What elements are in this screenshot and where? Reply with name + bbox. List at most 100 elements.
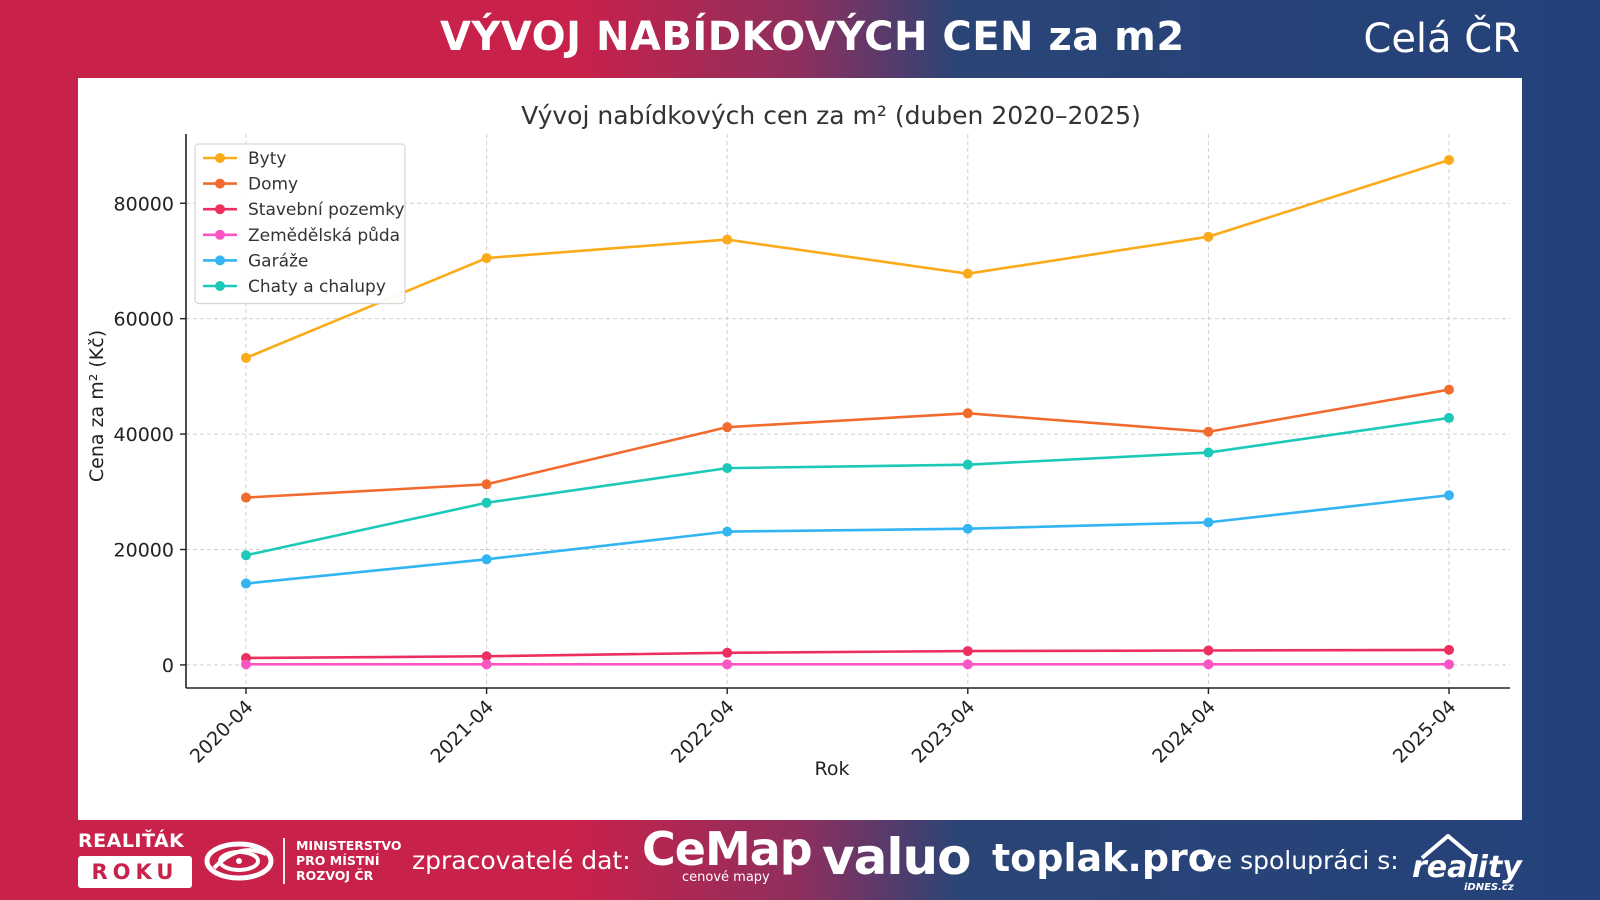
award-badge-title: REALIŤÁK [78,830,185,852]
data-point [962,523,973,534]
region-label: Celá ČR [1363,16,1520,62]
x-tick-label: 2025-04 [1389,696,1461,768]
data-point [722,526,733,537]
footer: REALIŤÁK ROKU MINISTERSTVO PRO MÍSTNÍ RO… [0,822,1600,900]
data-point [962,659,973,670]
ministry-line-1: MINISTERSTVO [296,838,402,853]
data-point [481,253,492,264]
data-processors-label: zpracovatelé dat: [412,846,631,875]
series-zem-d-lsk-p-da [241,659,1454,670]
legend-label: Zemědělská půda [248,226,400,246]
series-chaty-a-chalupy [241,412,1454,561]
cemap-logo-subtitle: cenové mapy [682,870,770,885]
legend-entry: Stavební pozemky [203,200,405,220]
legend-swatch-marker [215,255,225,266]
data-point [481,659,492,670]
legend-swatch-marker [215,178,225,189]
x-tick-label: 2022-04 [667,696,739,768]
toplak-logo: toplak.pro [992,836,1214,880]
y-tick-label: 60000 [114,309,174,331]
data-point [241,550,251,561]
series-line [245,388,1450,499]
x-axis-label: Rok [815,758,850,780]
data-point [1444,644,1454,655]
data-point [241,578,251,589]
data-point [1203,426,1214,437]
x-tick-label: 2024-04 [1148,696,1220,768]
line-chart: Vývoj nabídkových cen za m² (duben 2020–… [86,101,1510,780]
y-tick-label: 20000 [114,540,174,562]
legend-entry: Garáže [203,251,308,271]
house-roof-icon [1420,834,1476,860]
legend-swatch-marker [215,204,225,215]
data-point [722,659,733,670]
data-point [241,659,251,670]
cooperation-label: ve spolupráci s: [1202,846,1399,875]
valuo-logo: valuo [822,828,971,886]
data-point [962,459,973,470]
data-point [241,492,251,503]
reality-logo-subtitle: iDNES.cz [1464,882,1514,893]
y-tick-label: 40000 [114,424,174,446]
data-point [1203,645,1214,656]
data-point [481,554,492,565]
data-point [962,268,973,279]
legend-label: Byty [248,149,286,169]
x-tick-label: 2023-04 [908,696,980,768]
series-line [245,416,1450,557]
data-point [962,408,973,419]
data-point [722,647,733,658]
legend-label: Stavební pozemky [248,200,405,220]
legend-swatch-marker [215,153,225,163]
data-point [481,651,492,662]
legend-swatch-marker [215,281,225,291]
data-point [1203,517,1214,528]
data-point [1203,447,1214,458]
award-badge: REALIŤÁK ROKU [78,830,194,896]
series-stavebn-pozemky [241,644,1454,663]
x-tick-labels: 2020-04 2021-04 2022-04 2023-04 2024-04 2025-… [186,696,1461,768]
data-point [241,352,251,363]
reality-logo-text: reality [1412,850,1522,885]
series-line [245,493,1450,585]
ministry-line-2: PRO MÍSTNÍ [296,853,380,868]
page-title: VÝVOJ NABÍDKOVÝCH CEN za m2 [440,14,1185,60]
ministry-separator [283,838,285,884]
series-line [245,648,1450,660]
series-layer [241,154,1454,670]
data-point [1444,490,1454,501]
legend-label: Chaty a chalupy [248,277,386,297]
legend-entry: Zemědělská půda [203,226,400,246]
legend-label: Garáže [248,251,308,271]
series-byty [241,154,1454,363]
y-tick-label: 80000 [114,193,174,215]
data-point [1444,412,1454,423]
data-point [1444,384,1454,395]
cemap-logo-text: CeMap [642,822,813,876]
data-point [481,497,492,508]
data-point [1444,154,1454,165]
data-point [722,463,733,474]
legend-entry: Domy [203,175,298,195]
series-line [245,158,1450,360]
series-gar-e [241,490,1454,589]
data-point [1203,231,1214,242]
ministry-line-3: ROZVOJ ČR [296,868,374,883]
data-point [722,234,733,245]
legend-entry: Byty [203,149,286,169]
y-tick-label: 0 [162,655,174,677]
data-point [481,479,492,490]
data-point [962,646,973,657]
chart-panel: Vývoj nabídkových cen za m² (duben 2020–… [78,78,1522,820]
data-point [1203,659,1214,670]
reality-idnes-logo: reality iDNES.cz [1408,832,1524,896]
legend-label: Domy [248,175,298,195]
legend-box [194,143,406,305]
cemap-logo: CeMap cenové mapy [642,822,813,885]
legend: Byty Domy Stavební pozemky Zemědělská půda G… [194,143,406,305]
y-axis-label: Cena za m² (Kč) [86,330,108,482]
legend-entry: Chaty a chalupy [203,277,386,297]
chart-title: Vývoj nabídkových cen za m² (duben 2020–… [521,101,1141,130]
data-point [722,422,733,433]
ministry-name: MINISTERSTVO PRO MÍSTNÍ ROZVOJ ČR [296,838,402,883]
